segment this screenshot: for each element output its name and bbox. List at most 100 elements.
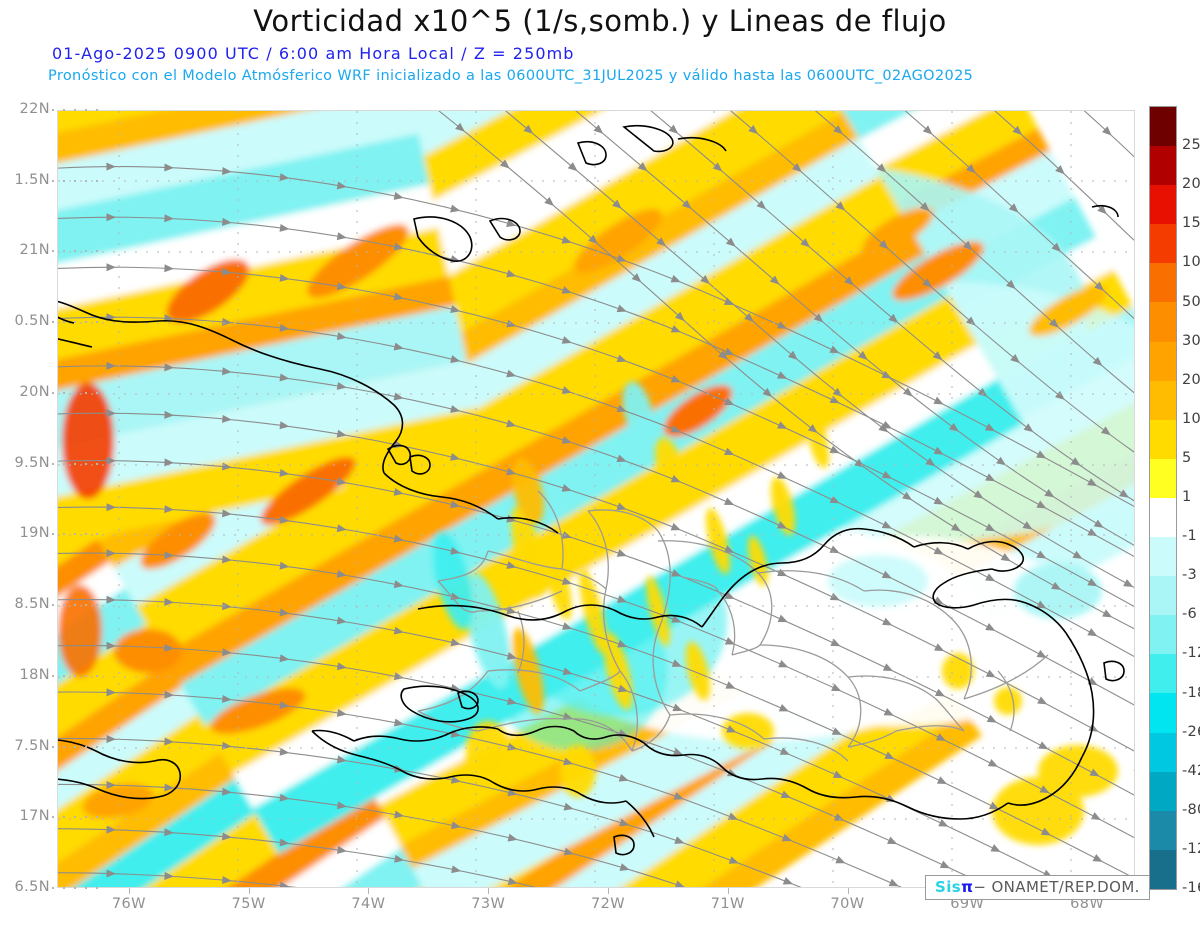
streamline-arrow <box>882 617 893 626</box>
streamline-arrow <box>222 267 232 276</box>
streamline-arrow <box>393 580 404 589</box>
streamline-arrow <box>670 324 681 333</box>
streamline-arrow <box>106 263 116 272</box>
streamline-arrow <box>878 423 889 433</box>
x-tick-label: 69W <box>950 896 985 912</box>
streamline-arrow <box>106 503 116 512</box>
streamline-arrow <box>1100 426 1111 436</box>
streamline-arrow <box>1094 281 1104 291</box>
streamline-arrow <box>506 697 518 706</box>
streamline-arrow <box>164 505 174 514</box>
streamline-arrow <box>616 549 627 557</box>
streamline-arrow <box>506 514 517 523</box>
colorbar-tick-label: -26 <box>1182 723 1200 740</box>
streamline-arrow <box>279 608 290 617</box>
colorbar[interactable] <box>1149 106 1177 890</box>
colorbar-swatch <box>1150 771 1176 811</box>
streamline-arrow <box>1051 242 1062 252</box>
map-plot-area[interactable] <box>57 110 1135 888</box>
streamline-arrow <box>450 204 461 213</box>
streamline-arrow <box>393 487 404 496</box>
streamline-arrow <box>499 159 510 169</box>
credit-badge: Sisπ− ONAMET/REP.DOM. <box>925 875 1150 900</box>
y-tick-label: 0.5N <box>14 313 50 330</box>
streamline-arrow <box>674 880 685 887</box>
streamline-arrow <box>450 453 461 461</box>
colorbar-swatch <box>1150 185 1176 225</box>
streamline-arrow <box>725 237 736 247</box>
x-tick-mark <box>248 888 250 894</box>
streamline-arrow <box>777 471 788 479</box>
x-tick-label: 71W <box>710 896 745 912</box>
streamline-arrow <box>544 196 555 206</box>
streamline-arrow <box>507 742 518 751</box>
colorbar-tick-label: -3 <box>1182 567 1198 584</box>
streamline-arrow <box>922 278 932 288</box>
streamline-arrow <box>279 421 290 430</box>
streamline-arrow <box>450 500 461 509</box>
streamline-arrow <box>778 703 789 712</box>
streamline-arrow <box>393 534 404 543</box>
colorbar-tick-label: 200 <box>1182 176 1200 193</box>
streamline-arrow <box>1038 741 1049 750</box>
streamline-arrow <box>507 833 518 842</box>
streamline-arrow <box>881 470 892 479</box>
streamline-arrow <box>561 336 572 344</box>
streamline-arrow <box>990 844 1001 852</box>
x-tick-label: 75W <box>231 896 266 912</box>
streamline-arrow <box>336 181 347 190</box>
y-tick-label: 6.5N <box>14 879 50 895</box>
streamline-arrow <box>1055 165 1065 175</box>
streamline-arrow <box>938 818 949 827</box>
streamline-arrow <box>164 214 174 223</box>
streamline-arrow <box>563 802 574 811</box>
streamline-arrow <box>932 351 943 361</box>
colorbar-tick-label: 10 <box>1182 410 1200 427</box>
credit-pi-icon: π <box>961 878 974 896</box>
streamline-arrow <box>1005 279 1016 290</box>
streamline-arrow <box>393 626 404 635</box>
streamline-arrow <box>1000 553 1011 562</box>
streamline-arrow <box>164 163 174 172</box>
streamline-arrow <box>106 688 116 697</box>
streamline-arrow <box>1044 488 1055 498</box>
vorticity-shading <box>58 111 1134 887</box>
streamline-arrow <box>829 592 840 601</box>
streamline-arrow <box>222 317 232 326</box>
streamline-arrow <box>933 546 944 555</box>
streamline-arrow <box>726 768 738 777</box>
streamline-arrow <box>507 877 518 886</box>
streamline-arrow <box>1036 450 1047 459</box>
streamline-arrow <box>450 546 461 555</box>
streamline-arrow <box>451 821 462 830</box>
streamline-arrow <box>279 468 290 477</box>
streamline-arrow <box>617 639 628 648</box>
x-tick-label: 72W <box>590 896 625 912</box>
streamline-arrow <box>1089 768 1100 777</box>
streamline-arrow <box>1051 581 1062 590</box>
y-tick-label: 21N <box>19 242 50 259</box>
streamline-arrow <box>393 718 404 727</box>
streamline-arrow <box>769 275 780 285</box>
colorbar-tick-label: -1 <box>1182 528 1198 545</box>
streamline-arrow <box>279 173 290 182</box>
streamline-arrow <box>1039 785 1050 794</box>
colorbar-tick-label: 100 <box>1182 254 1200 271</box>
y-tick-dots <box>52 179 102 182</box>
y-tick-dots <box>52 745 102 748</box>
streamline-arrow <box>279 701 290 710</box>
streamline-arrow <box>222 367 232 376</box>
y-tick-dots <box>52 391 102 394</box>
y-tick-dots <box>52 533 102 536</box>
streamline-arrow <box>336 381 347 390</box>
streamline-arrow <box>450 305 461 313</box>
streamline-arrow <box>922 125 933 135</box>
streamline-arrow <box>670 274 681 283</box>
y-tick-dots <box>52 604 102 607</box>
streamline-arrow <box>1102 609 1113 618</box>
x-tick-mark <box>607 888 609 894</box>
colorbar-tick-label: -160 <box>1182 880 1200 896</box>
streamline-arrow <box>1070 457 1081 466</box>
streamline-arrow <box>1023 423 1034 433</box>
streamline-arrow <box>279 323 290 332</box>
